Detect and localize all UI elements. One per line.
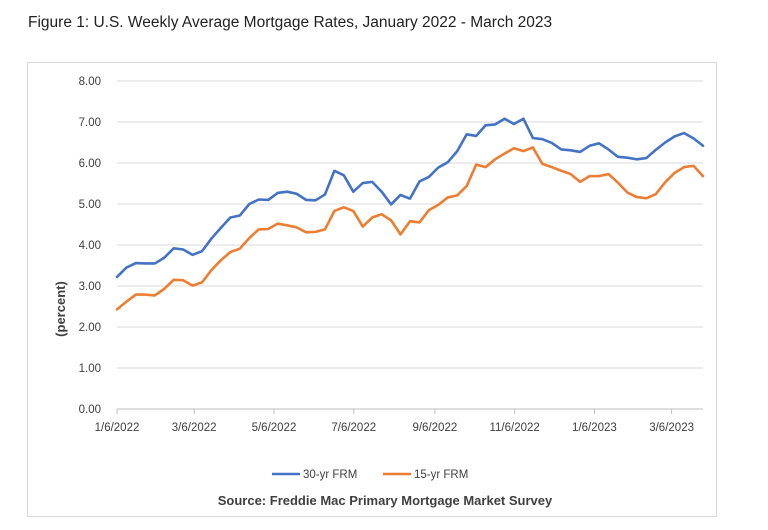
source-note: Source: Freddie Mac Primary Mortgage Mar… xyxy=(218,493,553,508)
x-axis-ticks: 1/6/2022 3/6/2022 5/6/2022 7/6/2022 9/6/2022… xyxy=(95,409,694,434)
x-tick-label: 5/6/2022 xyxy=(252,422,297,434)
series-line-15yr xyxy=(115,146,705,311)
legend: 30-yr FRM 15-yr FRM xyxy=(272,469,468,481)
legend-label: 30-yr FRM xyxy=(303,469,357,481)
y-tick-label: 1.00 xyxy=(79,363,101,375)
y-tick-label: 4.00 xyxy=(79,240,101,252)
x-tick-label: 1/6/2023 xyxy=(572,422,617,434)
x-tick-label: 3/6/2022 xyxy=(172,422,217,434)
line-chart: 0.00 1.00 2.00 3.00 4.00 5.00 6.00 7.00 8.00 1/6… xyxy=(53,76,705,508)
series-line-30yr xyxy=(115,117,705,279)
series-lines xyxy=(115,117,705,311)
chart-area: 0.00 1.00 2.00 3.00 4.00 5.00 6.00 7.00 8.00 1/6… xyxy=(27,62,717,517)
y-tick-label: 8.00 xyxy=(79,76,101,88)
figure-title: Figure 1: U.S. Weekly Average Mortgage R… xyxy=(28,14,553,31)
y-tick-label: 6.00 xyxy=(79,158,101,170)
y-axis-ticks: 0.00 1.00 2.00 3.00 4.00 5.00 6.00 7.00 8.00 xyxy=(79,76,101,416)
y-axis-label: (percent) xyxy=(53,281,68,337)
x-tick-label: 7/6/2022 xyxy=(331,422,376,434)
x-tick-label: 11/6/2022 xyxy=(489,422,539,434)
y-tick-label: 0.00 xyxy=(79,404,101,416)
x-tick-label: 1/6/2022 xyxy=(95,422,140,434)
legend-label: 15-yr FRM xyxy=(414,469,468,481)
x-tick-label: 9/6/2022 xyxy=(412,422,457,434)
gridlines xyxy=(117,80,703,369)
y-tick-label: 7.00 xyxy=(79,117,101,129)
y-tick-label: 3.00 xyxy=(79,281,101,293)
y-tick-label: 5.00 xyxy=(79,199,101,211)
y-tick-label: 2.00 xyxy=(79,322,101,334)
x-tick-label: 3/6/2023 xyxy=(649,422,694,434)
